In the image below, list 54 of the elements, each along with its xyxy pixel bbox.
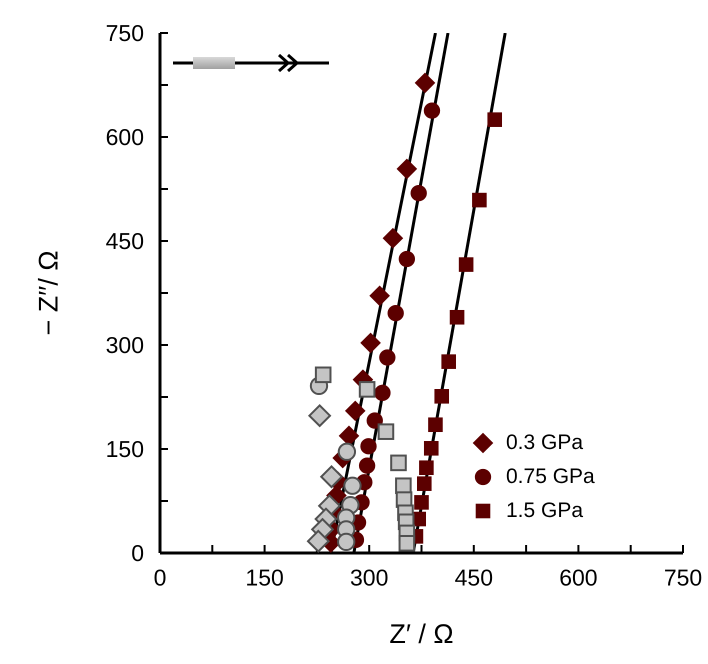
x-tick-label: 600 — [559, 564, 598, 590]
point — [358, 381, 376, 398]
point — [487, 112, 502, 127]
point — [306, 530, 330, 553]
point — [472, 192, 487, 208]
y-axis-title: − Z′′/ Ω — [34, 250, 64, 336]
point — [366, 412, 383, 429]
point — [360, 332, 381, 354]
y-tick-label: 600 — [106, 124, 144, 150]
point — [396, 158, 418, 180]
point — [410, 185, 427, 202]
point — [416, 476, 432, 491]
point — [414, 72, 436, 94]
point — [450, 310, 464, 325]
point — [424, 441, 439, 456]
point — [424, 102, 440, 119]
point — [382, 228, 404, 249]
point — [360, 438, 377, 454]
point — [337, 532, 356, 552]
point — [414, 495, 429, 510]
point — [338, 442, 356, 461]
point — [398, 535, 416, 552]
point — [369, 285, 390, 306]
point — [379, 349, 396, 366]
x-tick-label: 0 — [154, 564, 166, 590]
legend-label: 0.75 GPa — [506, 464, 595, 490]
point — [419, 460, 434, 476]
x-tick-label: 450 — [454, 564, 493, 590]
y-tick-label: 450 — [106, 228, 144, 254]
x-tick-label: 750 — [664, 564, 702, 590]
y-tick-label: 750 — [106, 20, 144, 46]
point — [320, 465, 343, 488]
point — [458, 257, 474, 272]
point — [374, 384, 391, 401]
point — [428, 417, 443, 432]
y-tick-label: 300 — [106, 332, 144, 358]
point — [343, 476, 362, 495]
x-tick-label: 300 — [350, 564, 388, 590]
legend-label: 1.5 GPa — [506, 498, 584, 524]
y-tick-label: 0 — [131, 540, 144, 566]
point — [308, 404, 331, 428]
x-tick-label: 150 — [245, 564, 284, 590]
point — [434, 389, 450, 404]
y-tick-label: 150 — [106, 436, 144, 462]
point — [344, 400, 366, 422]
point — [358, 457, 376, 474]
point — [441, 354, 456, 369]
legend-label: 0.3 GPa — [506, 430, 584, 456]
point — [388, 304, 404, 322]
point — [398, 250, 416, 268]
point — [390, 454, 407, 472]
x-axis-title: Z′ / Ω — [389, 619, 454, 649]
point — [314, 366, 332, 384]
point — [378, 423, 394, 440]
